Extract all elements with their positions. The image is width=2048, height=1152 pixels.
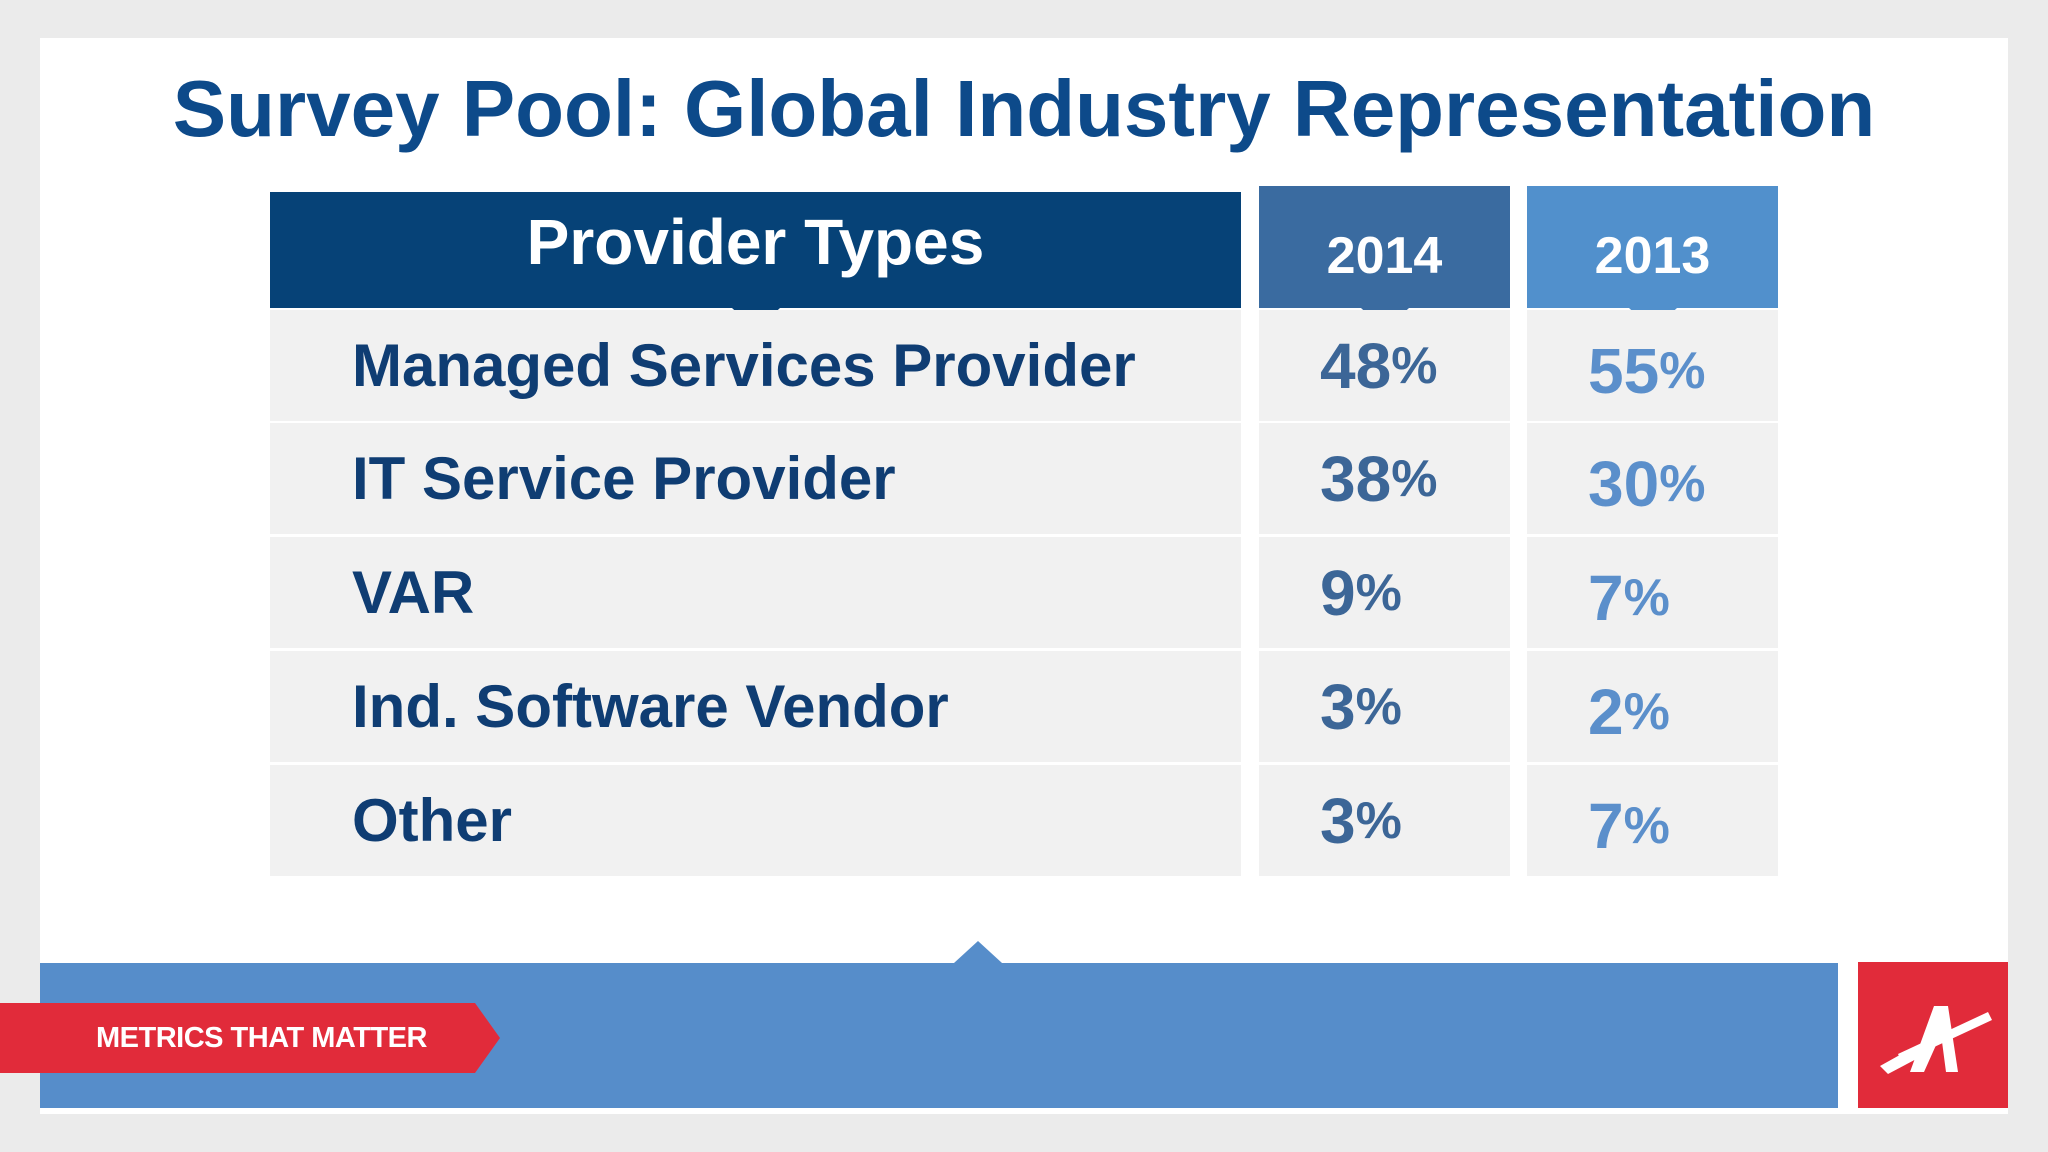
value-number: 30 [1588,447,1660,520]
band-notch [954,941,1002,963]
page-title: Survey Pool: Global Industry Representat… [172,64,1876,153]
percent-sign: % [1659,454,1706,513]
provider-type-label: Ind. Software Vendor [270,651,1241,762]
value-cell-2014: 3% [1259,651,1510,762]
value-number: 3 [1320,670,1356,743]
tagline-ribbon [0,1003,500,1073]
provider-type-label: IT Service Provider [270,423,1241,534]
value-number: 9 [1320,556,1356,629]
column-header-provider-types: Provider Types [270,192,1241,330]
tagline-text: METRICS THAT MATTER [96,1022,427,1054]
percent-sign: % [1659,341,1706,400]
value-cell-2013: 2% [1527,651,1778,762]
value-cell-2014: 9% [1259,537,1510,648]
table-row: Other 3% 7% [0,765,2048,876]
percent-sign: % [1623,682,1670,741]
percent-sign: % [1355,677,1402,736]
value-number: 7 [1588,789,1624,862]
value-cell-2014: 3% [1259,765,1510,876]
value-cell-2013: 55% [1527,310,1778,421]
company-logo-icon [1858,962,2008,1108]
table-row: Ind. Software Vendor 3% 2% [0,651,2048,762]
provider-type-label: Other [270,765,1241,876]
percent-sign: % [1623,568,1670,627]
percent-sign: % [1391,336,1438,395]
table-row: Managed Services Provider 48% 55% [0,310,2048,421]
percent-sign: % [1355,791,1402,850]
table-row: IT Service Provider 38% 30% [0,423,2048,534]
value-number: 3 [1320,784,1356,857]
column-header-2014: 2014 [1259,186,1510,330]
value-number: 2 [1588,675,1624,748]
provider-type-label: Managed Services Provider [270,310,1241,421]
percent-sign: % [1623,796,1670,855]
value-number: 48 [1320,329,1392,402]
percent-sign: % [1391,449,1438,508]
value-number: 38 [1320,442,1392,515]
value-cell-2014: 38% [1259,423,1510,534]
percent-sign: % [1355,563,1402,622]
value-number: 7 [1588,561,1624,634]
value-number: 55 [1588,334,1660,407]
value-cell-2013: 30% [1527,423,1778,534]
value-cell-2013: 7% [1527,765,1778,876]
value-cell-2013: 7% [1527,537,1778,648]
provider-type-label: VAR [270,537,1241,648]
value-cell-2014: 48% [1259,310,1510,421]
column-header-2013: 2013 [1527,186,1778,330]
table-row: VAR 9% 7% [0,537,2048,648]
